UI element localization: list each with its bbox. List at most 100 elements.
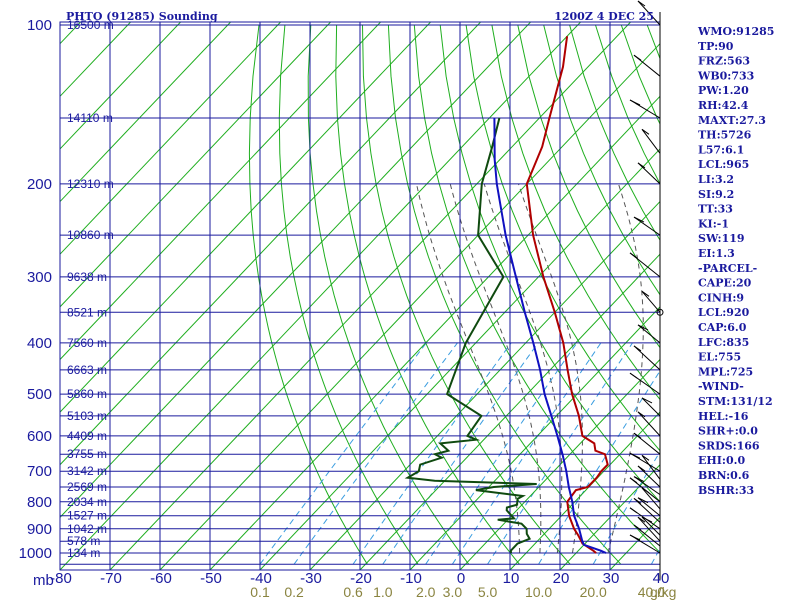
mixing-ratio-label: 10.0 (525, 584, 552, 600)
station-index: TP:90 (698, 40, 734, 53)
mixing-ratio-label: 40.0 (638, 584, 665, 600)
station-index: LFC:835 (698, 336, 749, 349)
pressure-tick-label: 800 (27, 494, 52, 511)
pressure-tick-label: 100 (27, 17, 52, 34)
wind-barb-flag (637, 465, 646, 472)
dry-adiabat (777, 25, 800, 564)
wind-barb-flag (637, 0, 646, 7)
dry-adiabat (517, 24, 660, 349)
wind-barb-flag (633, 524, 642, 531)
height-label: 7560 m (67, 336, 107, 350)
height-label: 3142 m (67, 464, 107, 478)
wind-barb (637, 516, 661, 542)
station-index: SHR+:0.0 (698, 425, 758, 438)
wind-barb (641, 129, 661, 154)
wind-barb-flag (629, 477, 638, 484)
height-label: 14110 m (67, 111, 113, 125)
isotherm (60, 22, 481, 466)
pressure-tick-label: 500 (27, 386, 52, 403)
wind-barb-flag (629, 99, 641, 106)
mixing-ratio-label: 0.6 (343, 584, 363, 600)
dry-adiabat (248, 24, 368, 565)
wind-barb-flag (633, 345, 642, 352)
wind-barb-flag (637, 162, 646, 169)
isotherm (60, 22, 531, 519)
temperature-tick-label: 40 (653, 570, 670, 587)
isotherm (60, 22, 431, 413)
station-index: BRN:0.6 (698, 469, 750, 482)
temperature-tick-label: -30 (300, 570, 322, 587)
mixing-ratio-label: 3.0 (443, 584, 463, 600)
mixing-ratio-unit-label: g/kg (650, 584, 676, 600)
wind-barb-flag (629, 534, 641, 541)
dry-adiabat (465, 24, 660, 452)
station-index: LCL:920 (698, 306, 750, 319)
pressure-tick-label: 600 (27, 428, 52, 445)
height-label: 5860 m (67, 387, 107, 401)
station-index: WMO:91285 (697, 25, 774, 38)
moist-adiabat (449, 183, 542, 554)
wind-barb (633, 498, 661, 523)
wind-barb (637, 0, 661, 26)
wind-barb-flag (641, 290, 650, 297)
mixing-ratio-line (451, 342, 602, 565)
station-index: TT:33 (698, 203, 733, 216)
wind-barb-flag (629, 507, 638, 514)
station-index: HEL:-16 (698, 410, 749, 423)
temperature-profile (525, 36, 609, 554)
temperature-tick-label: -40 (250, 570, 272, 587)
wind-barb-flag (633, 432, 642, 439)
pressure-tick-label: 400 (27, 335, 52, 352)
mixing-ratio-label: 20.0 (580, 584, 607, 600)
mixing-ratio-line (382, 342, 539, 565)
height-label: 2034 m (67, 495, 107, 509)
station-index: WB0:733 (697, 69, 754, 82)
dry-adiabat (439, 24, 660, 503)
pressure-tick-label: 1000 (19, 545, 52, 562)
pressure-tick-label: 900 (27, 521, 52, 538)
wind-barb (641, 516, 661, 536)
station-index: L57:6.1 (698, 143, 744, 156)
temperature-tick-label: -70 (100, 570, 122, 587)
height-label: 2569 m (67, 480, 107, 494)
wind-barb-flag (641, 128, 650, 135)
moist-adiabat (416, 183, 521, 553)
temperature-tick-label: 0 (457, 570, 465, 587)
station-index: LI:3.2 (698, 173, 734, 186)
isotherm (159, 42, 660, 570)
isotherm (359, 253, 660, 570)
height-label: 10860 m (67, 228, 114, 242)
temperature-tick-label: -60 (150, 570, 172, 587)
wind-barb-flag (637, 411, 646, 418)
isotherm (60, 22, 231, 203)
mixing-ratio-label: 2.0 (416, 584, 436, 600)
isotherm (309, 200, 660, 570)
wind-barb-flag (633, 476, 645, 483)
wind-barb (637, 162, 661, 185)
temperature-tick-label: 20 (553, 570, 570, 587)
station-index: SI:9.2 (698, 188, 734, 201)
station-index: PW:1.20 (698, 84, 749, 97)
temperature-tick-label: -50 (200, 570, 222, 587)
height-label: 1042 m (67, 522, 107, 536)
wind-barb-flag (633, 216, 645, 223)
station-index: STM:131/12 (698, 395, 773, 408)
wind-barb (637, 497, 661, 517)
dry-adiabat (335, 24, 520, 565)
wind-barb-flag (637, 324, 649, 331)
height-label: 3755 m (67, 447, 107, 461)
mixing-ratio-line (425, 342, 578, 565)
station-index: EI:1.3 (698, 247, 735, 260)
wind-barb (641, 397, 661, 417)
wind-barb-flag (629, 252, 638, 259)
station-index: CAP:6.0 (698, 321, 747, 334)
temperature-tick-label: -10 (400, 570, 422, 587)
mixing-ratio-line (293, 342, 458, 565)
chart-time: 1200Z 4 DEC 25 (554, 10, 654, 23)
dry-adiabat (569, 24, 660, 242)
dry-adiabat (387, 24, 622, 565)
wind-barb (637, 465, 661, 488)
pressure-tick-label: 300 (27, 269, 52, 286)
wind-barb-flag (633, 497, 642, 504)
